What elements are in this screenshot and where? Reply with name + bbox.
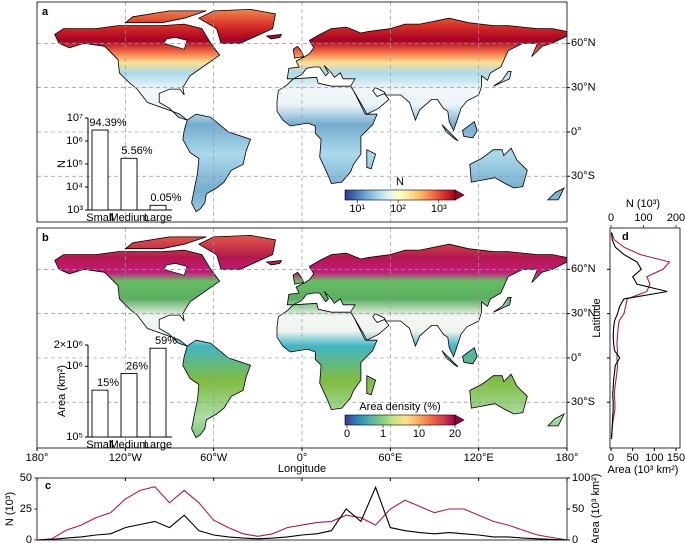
panel-label: d (622, 231, 629, 243)
bar-label: 15% (97, 377, 119, 389)
x-axis-title: N (10³) (626, 198, 660, 210)
bar-label: 26% (126, 360, 148, 372)
colorbar-tick-label: 10² (390, 203, 406, 215)
y-axis-title: Area (km²) (56, 365, 68, 417)
x2-tick-label: 0 (608, 452, 614, 464)
y-tick-label: 30°S (571, 396, 595, 408)
y-tick-label: 2×10⁶ (54, 339, 83, 351)
y-tick-label: 10⁶ (66, 360, 83, 372)
y-axis-title: Latitude (591, 298, 603, 337)
x-axis-title: Longitude (278, 463, 326, 475)
bar (120, 373, 138, 438)
bar (149, 204, 167, 211)
colorbar-extend (454, 414, 465, 426)
line (611, 232, 671, 440)
x-tick-label: 200 (667, 212, 685, 224)
x-tick-label: Large (144, 212, 172, 224)
y-axis-title: N (56, 160, 68, 168)
x-tick-label: Small (86, 212, 114, 224)
line (610, 232, 668, 440)
x2-tick-label: 150 (667, 452, 685, 464)
x-tick-label: 0° (297, 452, 308, 464)
land (54, 8, 567, 213)
x2-tick-label: 100 (645, 452, 663, 464)
y-tick-label: 30°S (571, 170, 595, 182)
bay (163, 37, 188, 50)
bar-label: 5.56% (121, 145, 152, 157)
bar (91, 129, 109, 211)
y-tick-label: 60°N (571, 37, 596, 49)
line (36, 485, 568, 541)
panel-label: a (42, 6, 49, 18)
colorbar-tick-label: 20 (449, 428, 461, 440)
x-tick-label: 60°E (378, 452, 402, 464)
panel-frame (36, 227, 568, 449)
y-tick-label: 10³ (67, 204, 83, 216)
x-tick-label: 100 (634, 212, 652, 224)
y-tick-label: 30°N (571, 82, 596, 94)
x-tick-label: 60°W (200, 452, 228, 464)
bar (91, 389, 109, 438)
bar (120, 157, 138, 211)
bar-label: 94.39% (89, 117, 127, 129)
y-tick-label: 60°N (571, 263, 596, 275)
colorbar-tick-label: 10 (413, 428, 425, 440)
x-tick-label: Large (144, 439, 172, 451)
y-tick-label: 0 (26, 534, 32, 543)
y-tick-label: 10⁶ (66, 135, 83, 147)
map (37, 228, 567, 448)
x-tick-label: 120°W (109, 452, 143, 464)
x2-tick-label: 50 (627, 452, 639, 464)
colorbar-tick-label: 10¹ (349, 203, 365, 215)
y-tick-label: 10⁵ (66, 158, 83, 170)
y-axis-title: N (10³) (4, 492, 16, 526)
x-tick-label: Medium (109, 439, 148, 451)
y-tick-label: 10⁴ (66, 181, 83, 193)
x-tick-label: 0 (608, 212, 614, 224)
y2-tick-label: 0 (572, 534, 578, 543)
colorbar (344, 414, 456, 426)
colorbar-tick-label: 0 (344, 428, 350, 440)
bar (149, 347, 167, 438)
panel-label: c (45, 480, 51, 492)
y-tick-label: 50 (20, 472, 32, 484)
panel-frame (36, 477, 568, 541)
y-tick-label: 10⁵ (66, 431, 83, 443)
y2-tick-label: 100 (572, 472, 590, 484)
y2-tick-label: 50 (572, 503, 584, 515)
map (37, 2, 567, 222)
colorbar-title: N (396, 176, 404, 188)
x-tick-label: 180° (26, 452, 49, 464)
bar-label: 0.05% (150, 192, 181, 204)
y-tick-label: 25 (20, 503, 32, 515)
colorbar-extend (454, 189, 465, 201)
y-tick-label: 0° (571, 126, 582, 138)
land (54, 234, 567, 439)
y-tick-label: 30°N (571, 308, 596, 320)
y-tick-label: 0° (571, 352, 582, 364)
panel-frame (36, 1, 568, 223)
panel-label: b (42, 232, 49, 244)
x-tick-label: 180° (556, 452, 579, 464)
y-tick-label: 10⁷ (67, 112, 83, 124)
colorbar-tick-label: 1 (380, 428, 386, 440)
line (36, 486, 568, 541)
x-tick-label: Small (86, 439, 114, 451)
panel-frame (609, 227, 681, 449)
colorbar-title: Area density (%) (359, 401, 440, 413)
x2-axis-title: Area (10³ km²) (608, 464, 679, 476)
x-tick-label: 120°E (464, 452, 494, 464)
colorbar-tick-label: 10³ (431, 203, 447, 215)
colorbar (344, 189, 456, 201)
y2-axis-title: Area (10³ km²) (590, 474, 602, 543)
bar-label: 59% (155, 335, 177, 347)
bay (163, 263, 188, 276)
x-tick-label: Medium (109, 212, 148, 224)
